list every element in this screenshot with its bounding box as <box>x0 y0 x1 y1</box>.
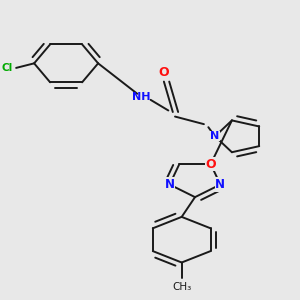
Text: Cl: Cl <box>2 63 13 73</box>
Text: N: N <box>165 178 175 191</box>
Text: O: O <box>159 66 169 79</box>
Text: O: O <box>206 158 216 171</box>
Text: N: N <box>215 178 225 191</box>
Text: NH: NH <box>132 92 151 102</box>
Text: CH₃: CH₃ <box>172 282 191 292</box>
Text: N: N <box>210 131 220 141</box>
